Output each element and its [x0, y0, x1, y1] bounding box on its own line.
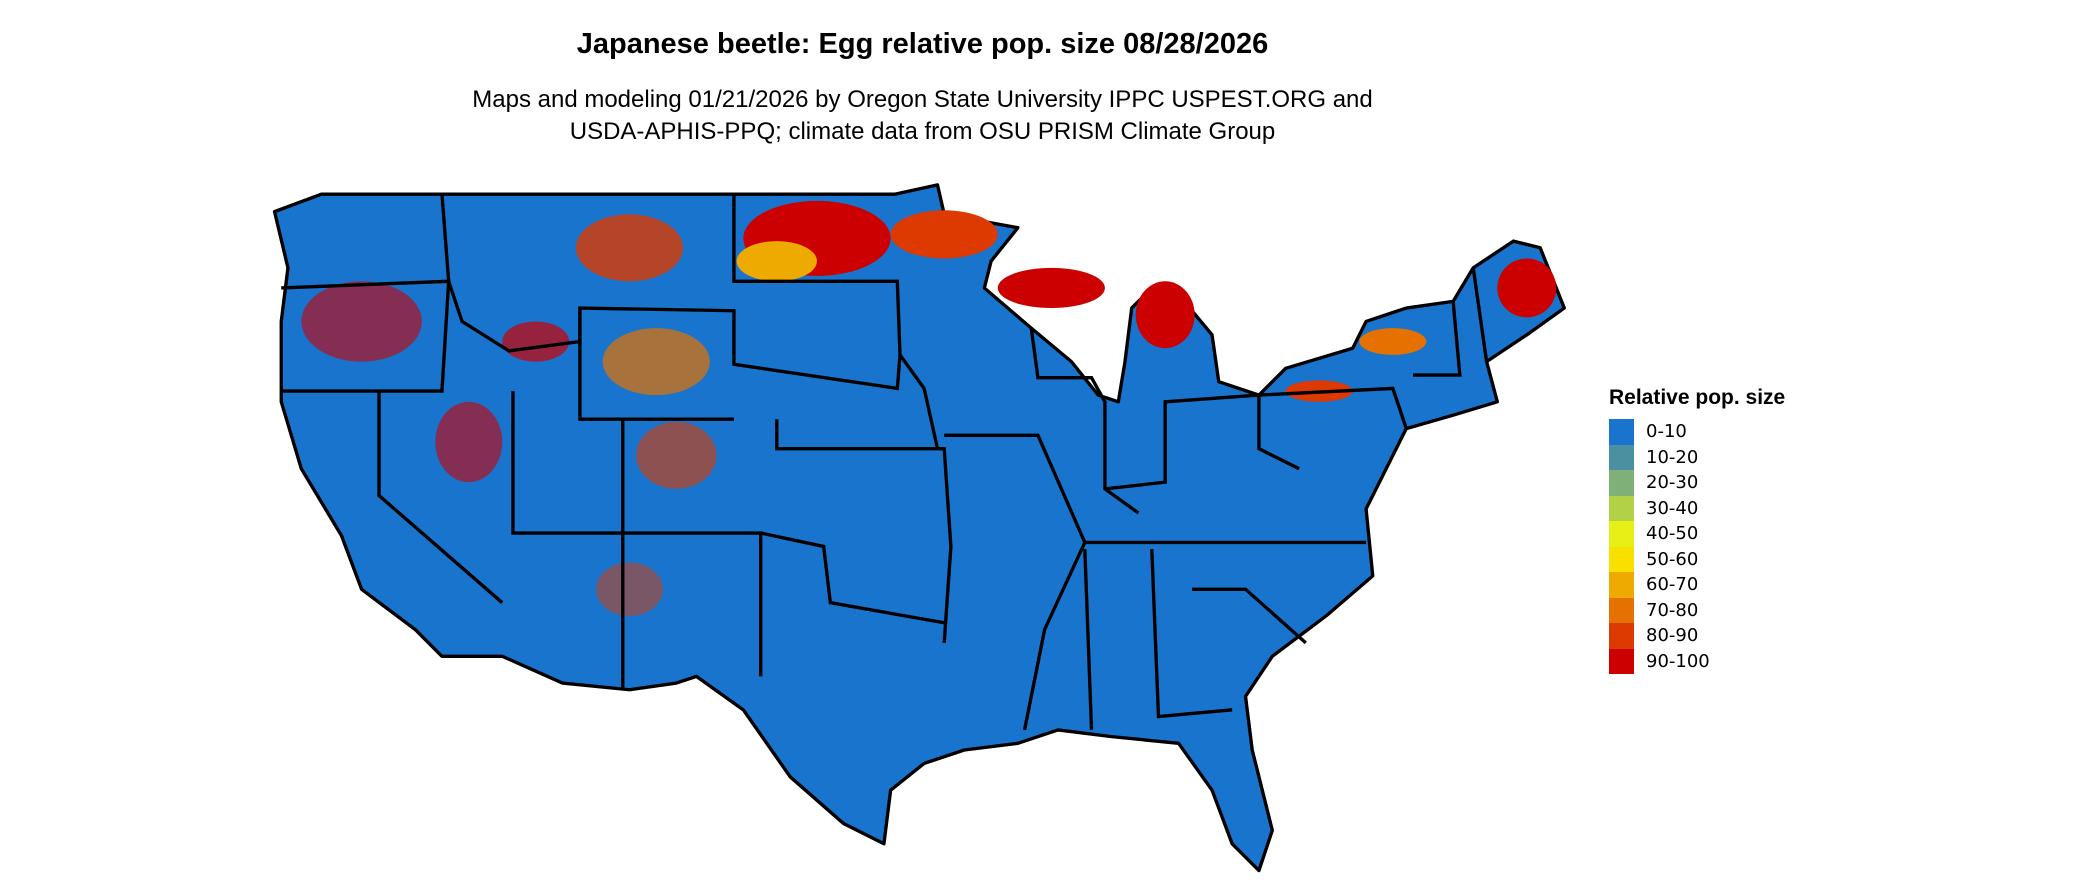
legend-swatch: [1609, 623, 1634, 649]
legend-title: Relative pop. size: [1609, 386, 1786, 409]
subtitle-line-2: USDA-APHIS-PPQ; climate data from OSU PR…: [569, 118, 1276, 145]
legend-label: 0-10: [1646, 421, 1687, 443]
legend-swatch: [1609, 597, 1634, 623]
hotspot-oregon: [301, 281, 422, 362]
legend-item: 80-90: [1609, 623, 1785, 649]
hotspot-new-york: [1359, 328, 1427, 355]
legend-label: 50-60: [1646, 548, 1699, 570]
legend-swatch: [1609, 572, 1634, 598]
subtitle-line-1: Maps and modeling 01/21/2026 by Oregon S…: [472, 86, 1373, 113]
legend-label: 30-40: [1646, 497, 1699, 519]
hotspot-northern-plains-edge: [736, 241, 817, 282]
hotspot-arizona: [595, 562, 663, 617]
legend-item: 0-10: [1609, 419, 1785, 445]
legend-label: 20-30: [1646, 472, 1699, 494]
hotspot-colorado: [636, 421, 717, 489]
hotspot-montana: [575, 214, 684, 282]
legend-label: 40-50: [1646, 523, 1699, 545]
hotspot-utah: [435, 401, 503, 483]
legend-swatch: [1609, 495, 1634, 521]
legend-item: 10-20: [1609, 444, 1785, 470]
legend-label: 60-70: [1646, 574, 1699, 596]
legend-item: 90-100: [1609, 648, 1785, 674]
legend-swatch: [1609, 546, 1634, 572]
legend-swatch: [1609, 521, 1634, 547]
legend-item: 60-70: [1609, 572, 1785, 598]
legend-label: 70-80: [1646, 599, 1699, 621]
state-borders: [281, 194, 1489, 731]
conus-outline: [272, 183, 1566, 873]
legend-item: 30-40: [1609, 495, 1785, 521]
legend-label: 80-90: [1646, 625, 1699, 647]
legend-item: 70-80: [1609, 597, 1785, 623]
legend-item: 40-50: [1609, 521, 1785, 547]
legend-swatch: [1609, 444, 1634, 470]
hotspot-michigan: [1135, 281, 1195, 349]
hotspot-wyoming: [602, 328, 710, 396]
legend-label: 10-20: [1646, 446, 1699, 468]
legend: Relative pop. size 0-10 10-20 20-30 30-40 40…: [1609, 386, 1785, 674]
legend-swatch: [1609, 470, 1634, 496]
legend-item: 20-30: [1609, 470, 1785, 496]
legend-label: 90-100: [1646, 650, 1710, 672]
legend-swatch: [1609, 419, 1634, 445]
legend-swatch: [1609, 648, 1634, 674]
legend-item: 50-60: [1609, 546, 1785, 572]
hotspot-minnesota: [890, 210, 998, 259]
hotspot-idaho: [502, 321, 570, 362]
hotspot-maine: [1497, 258, 1557, 318]
hotspot-wisconsin: [997, 267, 1105, 309]
map-title: Japanese beetle: Egg relative pop. size …: [576, 28, 1269, 60]
